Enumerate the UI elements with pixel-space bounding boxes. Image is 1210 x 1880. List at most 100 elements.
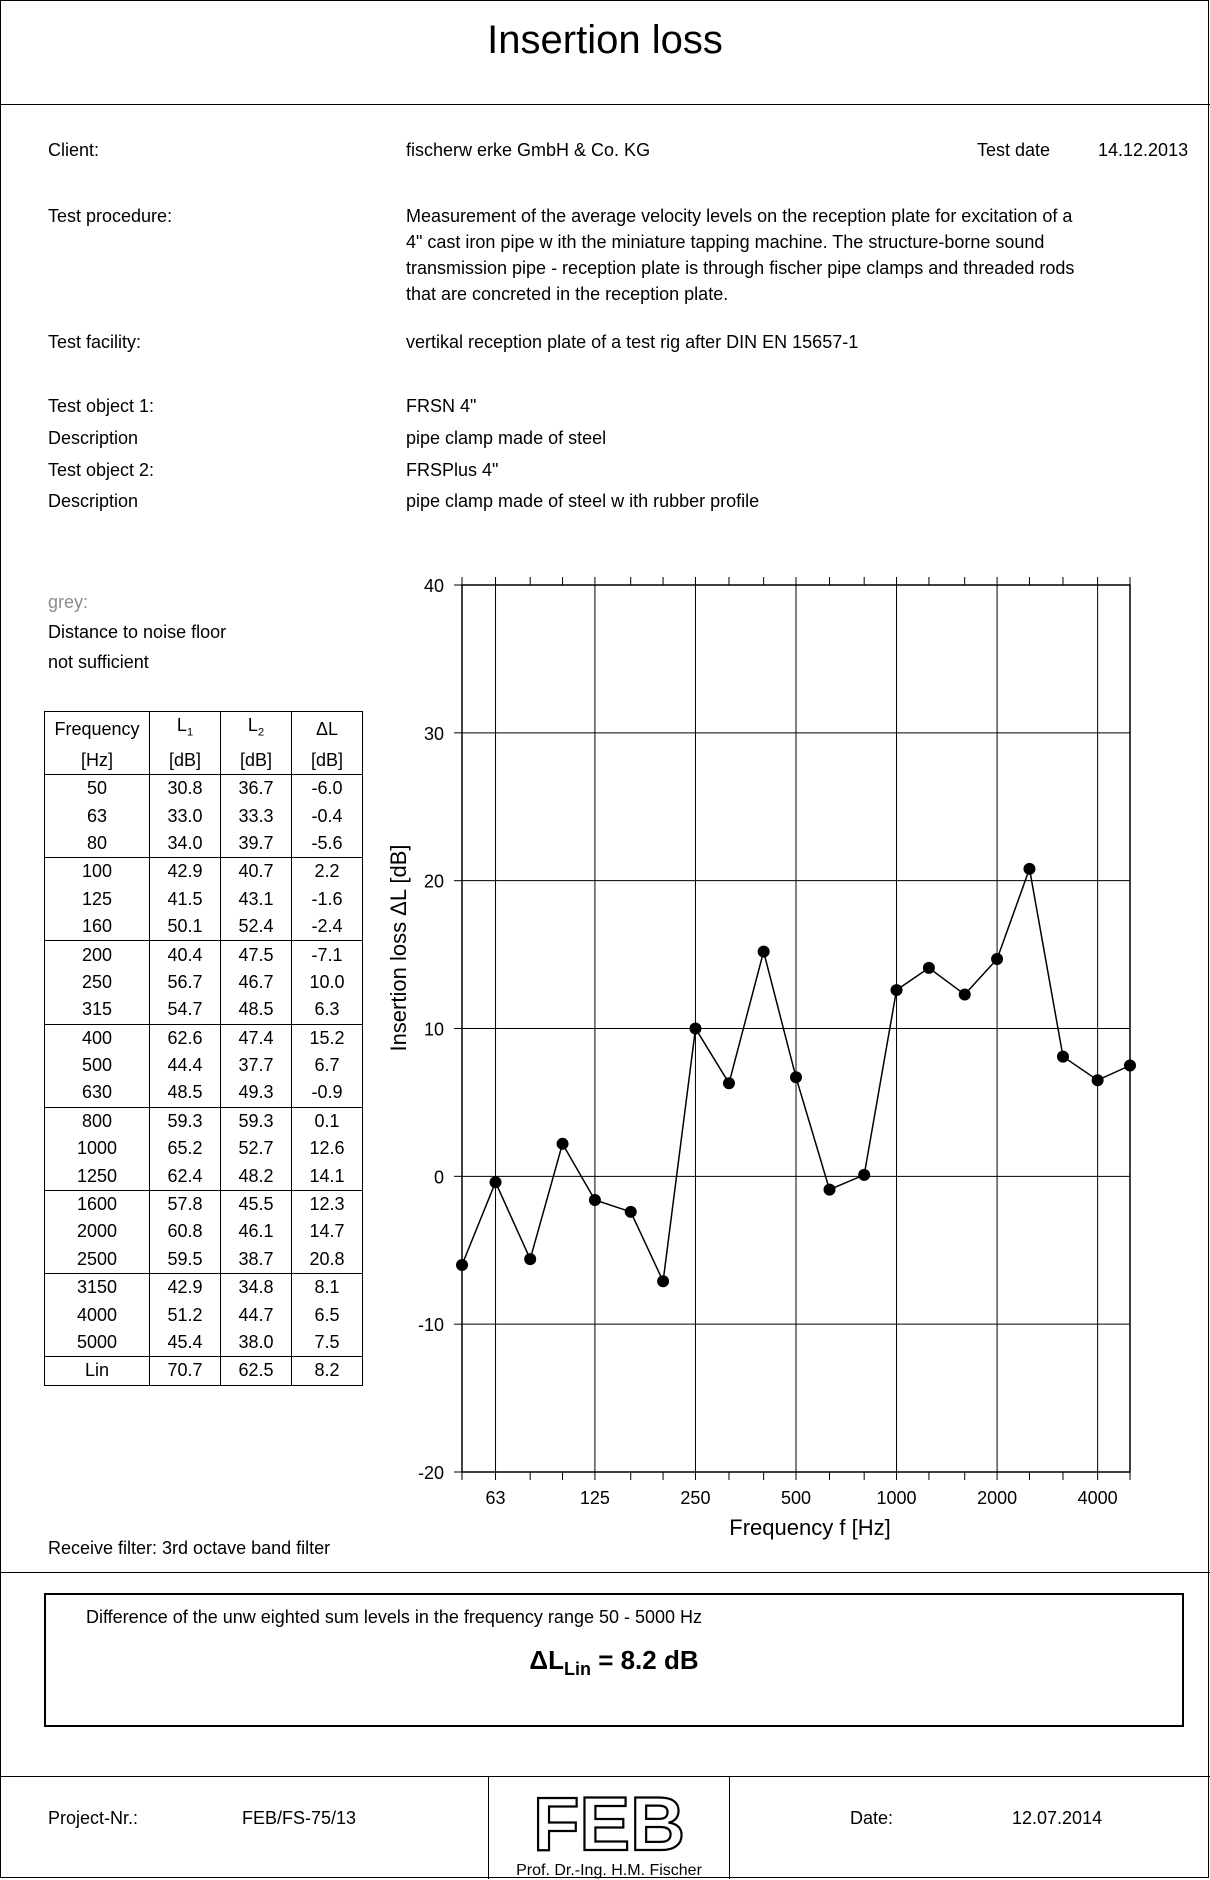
table-cell: 1000 [44,1135,150,1163]
table-row: 1600 57.8 45.5 12.3 [44,1189,363,1219]
data-point [890,984,903,997]
client-label: Client: [48,140,100,160]
table-cell: 4000 [44,1301,150,1329]
header-frequency: Frequency [44,710,150,747]
table-cell: 5000 [44,1328,150,1357]
table-cell: 45.4 [149,1328,221,1357]
procedure-line: transmission pipe - reception plate is t… [406,258,1075,278]
data-point [991,953,1004,966]
x-axis-label: Frequency f [Hz] [729,1515,890,1540]
filter-note: Receive filter: 3rd octave band filter [48,1538,331,1558]
table-cell: 12.3 [291,1189,363,1219]
legend-line1: Distance to noise floor [48,622,227,642]
table-cell: 14.1 [291,1162,363,1191]
table-cell: 12.6 [291,1135,363,1163]
insertion-loss-chart: -20 -10 0 10 20 30 40 63 125 250 500 1000 2000 4000 F… [386,576,1136,1540]
table-row: 50 30.8 36.7 -6.0 [44,773,363,803]
summary-symbol: ΔL [529,1645,564,1675]
table-row: 125 41.5 43.1 -1.6 [44,885,363,913]
data-point [790,1071,802,1084]
x-tick-label: 4000 [1078,1488,1118,1508]
table-row: 3150 42.9 34.8 8.1 [44,1273,363,1302]
table-cell: 42.9 [149,857,221,886]
table-cell: 0.1 [291,1106,363,1136]
data-table: Frequency L1 L2 ΔL [Hz] [dB] [dB] [dB] 5… [44,710,363,1386]
table-cell: 630 [44,1079,150,1108]
data-point [722,1077,735,1090]
table-cell: 47.4 [220,1023,292,1052]
table-cell: 41.5 [149,885,221,913]
summary-value: = 8.2 dB [598,1645,699,1675]
legend-line2: not sufficient [48,652,149,672]
table-row: 2500 59.5 38.7 20.8 [44,1245,363,1274]
table-cell: 8.2 [291,1356,363,1386]
page-title: Insertion loss [487,18,723,62]
table-cell: 125 [44,885,150,913]
table-cell: 500 [44,1051,150,1080]
x-tick-label: 2000 [977,1488,1017,1508]
table-row: 250 56.7 46.7 10.0 [44,968,363,997]
data-point [657,1275,670,1288]
header-l2: L2 [220,710,292,747]
table-cell: 33.3 [220,802,292,830]
summary-sub: Lin [563,1659,591,1680]
table-cell: 20.8 [291,1245,363,1274]
table-cell: 10.0 [291,968,363,997]
data-point [689,1022,702,1035]
test-date-label: Test date [977,140,1051,160]
table-row: 80 34.0 39.7 -5.6 [44,829,363,858]
date-label: Date: [850,1808,894,1828]
table-cell: -1.6 [291,885,363,913]
summary-result: ΔLLin = 8.2 dB [46,1645,1182,1680]
table-cell: 33.0 [149,802,221,830]
table-cell: 2.2 [291,857,363,886]
table-cell: 40.7 [220,857,292,886]
table-row: 400 62.6 47.4 15.2 [44,1023,363,1052]
table-body: 50 30.8 36.7 -6.0 63 33.0 33.3 -0.4 80 34.0 39.7 -5… [44,773,363,1386]
table-cell: 40.4 [149,940,221,969]
x-tick-label: 250 [680,1488,710,1508]
logo-caption: Prof. Dr.-Ing. H.M. Fischer [516,1862,702,1879]
header-delta-l: ΔL [291,710,363,747]
table-row: 100 42.9 40.7 2.2 [44,857,363,886]
summary-divider [0,1572,1210,1573]
table-cell: -0.9 [291,1079,363,1108]
data-point [556,1137,569,1150]
table-cell: 62.4 [149,1162,221,1191]
table-cell: 48.5 [149,1079,221,1108]
desc2-value: pipe clamp made of steel w ith rubber pr… [406,491,760,511]
unit-hz: [Hz] [44,746,150,775]
table-cell: 62.6 [149,1023,221,1052]
table-cell: -7.1 [291,940,363,969]
logo-text: FEB [533,1788,685,1856]
table-cell: 56.7 [149,968,221,997]
table-row: 500 44.4 37.7 6.7 [44,1051,363,1080]
y-tick-label: -20 [418,1463,444,1483]
procedure-line: Measurement of the average velocity leve… [406,206,1073,226]
table-cell: 62.5 [220,1356,292,1386]
test-date-value: 14.12.2013 [1098,140,1189,160]
table-cell: 44.7 [220,1301,292,1329]
facility-value: vertikal reception plate of a test rig a… [406,332,859,352]
table-cell: 48.5 [220,996,292,1024]
table-cell: 60.8 [149,1218,221,1246]
summary-box: Difference of the unw eighted sum levels… [44,1593,1184,1727]
table-row: 63 33.0 33.3 -0.4 [44,802,363,830]
table-cell: 43.1 [220,885,292,913]
table-row: 5000 45.4 38.0 7.5 [44,1328,363,1357]
data-point [524,1253,537,1266]
table-cell: 6.7 [291,1051,363,1080]
project-value: FEB/FS-75/13 [242,1808,357,1828]
data-point [858,1168,871,1181]
client-value: fischerw erke GmbH & Co. KG [406,140,651,160]
feb-logo-icon: FEB [532,1788,686,1856]
desc1-label: Description [48,428,139,448]
data-point [588,1193,601,1206]
table-cell: 50 [44,773,150,803]
date-value: 12.07.2014 [1012,1808,1103,1828]
data-point [1056,1050,1069,1063]
table-cell: -6.0 [291,773,363,803]
y-tick-label: 0 [434,1167,444,1187]
table-cell: 39.7 [220,829,292,858]
procedure-text: Measurement of the average velocity leve… [406,203,1196,307]
